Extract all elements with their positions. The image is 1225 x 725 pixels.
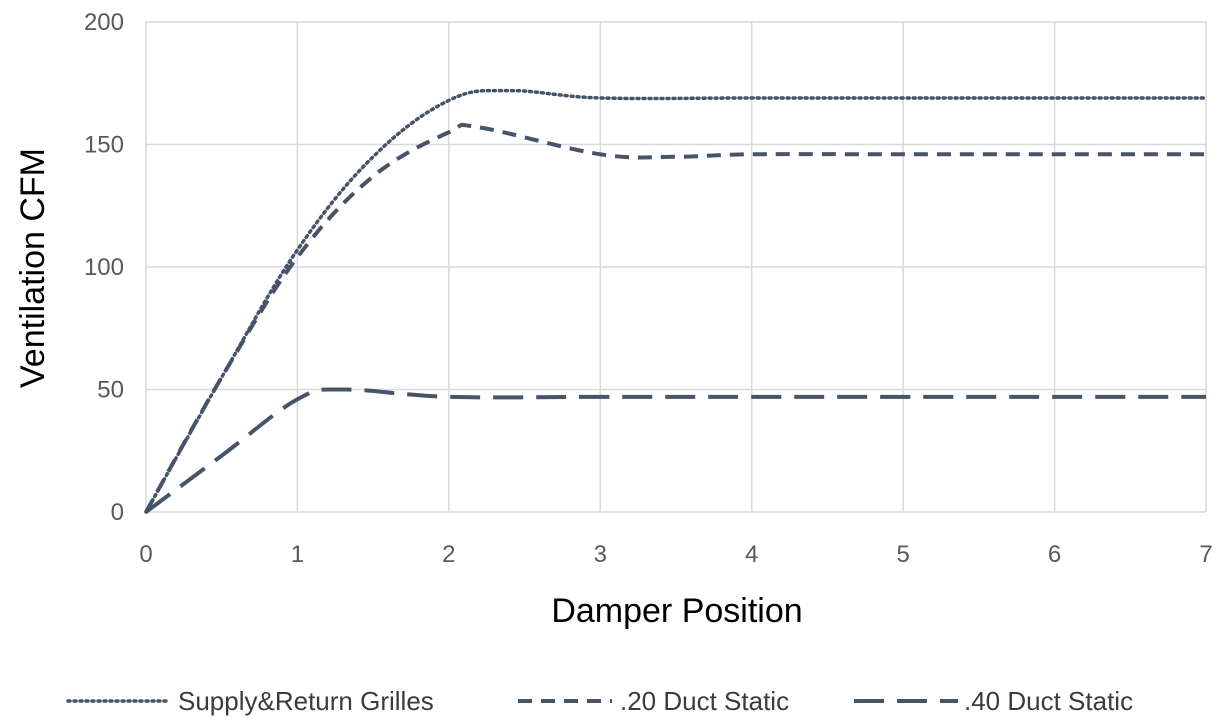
series-line-3	[144, 387, 1206, 514]
series-line-1	[144, 88, 1208, 514]
y-tick-label: 50	[97, 377, 124, 404]
x-tick-label: 3	[594, 541, 607, 568]
x-tick-label: 6	[1048, 541, 1061, 568]
y-tick-label: 0	[111, 499, 124, 526]
y-axis-title: Ventilation CFM	[14, 148, 52, 388]
y-tick-label: 150	[84, 132, 124, 159]
x-tick-label: 5	[896, 541, 909, 568]
tick-labels: 0 50 100 150 200 0 1 2 3 4 5 6 7	[84, 9, 1213, 568]
legend-label-3: .40 Duct Static	[964, 686, 1133, 716]
series-line-2	[144, 122, 1206, 513]
y-tick-label: 200	[84, 9, 124, 36]
x-axis-title: Damper Position	[551, 592, 802, 630]
legend-label-1: Supply&Return Grilles	[178, 686, 434, 716]
grid	[145, 21, 1207, 513]
x-tick-label: 2	[442, 541, 455, 568]
series-lines	[144, 88, 1208, 514]
legend: Supply&Return Grilles .20 Duct Static .40 …	[66, 686, 1133, 716]
y-tick-label: 100	[84, 254, 124, 281]
x-tick-label: 1	[291, 541, 304, 568]
legend-label-2: .20 Duct Static	[620, 686, 789, 716]
x-tick-label: 0	[139, 541, 152, 568]
x-tick-label: 4	[745, 541, 758, 568]
x-tick-label: 7	[1199, 541, 1212, 568]
